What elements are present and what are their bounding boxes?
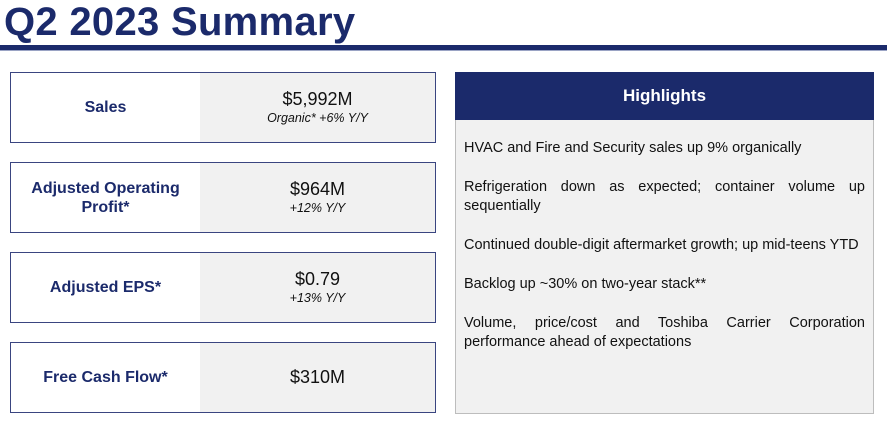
metric-card-adjusted-eps: Adjusted EPS* $0.79 +13% Y/Y bbox=[10, 252, 436, 323]
metric-label: Free Cash Flow* bbox=[11, 343, 200, 412]
highlight-item: Continued double-digit aftermarket growt… bbox=[464, 237, 859, 253]
highlight-item: Refrigeration down as expected; containe… bbox=[464, 179, 865, 214]
metric-label: Adjusted Operating Profit* bbox=[11, 163, 200, 232]
highlights-list: HVAC and Fire and Security sales up 9% o… bbox=[456, 120, 873, 352]
metric-value-panel: $964M +12% Y/Y bbox=[200, 163, 435, 232]
highlight-item: Backlog up ~30% on two-year stack** bbox=[464, 276, 707, 292]
highlights-header: Highlights bbox=[455, 72, 874, 120]
metric-value: $5,992M bbox=[282, 89, 353, 109]
metric-value-panel: $310M bbox=[200, 343, 435, 412]
metric-value: $0.79 bbox=[294, 269, 341, 289]
metric-change: Organic* +6% Y/Y bbox=[267, 111, 368, 125]
metric-label: Adjusted EPS* bbox=[11, 253, 200, 322]
metric-card-adjusted-operating-profit: Adjusted Operating Profit* $964M +12% Y/… bbox=[10, 162, 436, 233]
metric-value-panel: $5,992M Organic* +6% Y/Y bbox=[200, 73, 435, 142]
metric-value-panel: $0.79 +13% Y/Y bbox=[200, 253, 435, 322]
metric-value: $964M bbox=[289, 179, 346, 199]
metric-value: $310M bbox=[289, 367, 346, 387]
highlight-item: HVAC and Fire and Security sales up 9% o… bbox=[464, 140, 802, 156]
page-title: Q2 2023 Summary bbox=[4, 0, 356, 44]
metric-card-free-cash-flow: Free Cash Flow* $310M bbox=[10, 342, 436, 413]
metric-label: Sales bbox=[11, 73, 200, 142]
highlight-item: Volume, price/cost and Toshiba Carrier C… bbox=[464, 315, 865, 350]
highlights-panel: Highlights HVAC and Fire and Security sa… bbox=[455, 72, 874, 414]
title-underline bbox=[0, 45, 887, 50]
metric-card-sales: Sales $5,992M Organic* +6% Y/Y bbox=[10, 72, 436, 143]
metric-change: +12% Y/Y bbox=[289, 201, 346, 215]
title-underline-shadow bbox=[0, 50, 887, 51]
metric-change: +13% Y/Y bbox=[289, 291, 346, 305]
